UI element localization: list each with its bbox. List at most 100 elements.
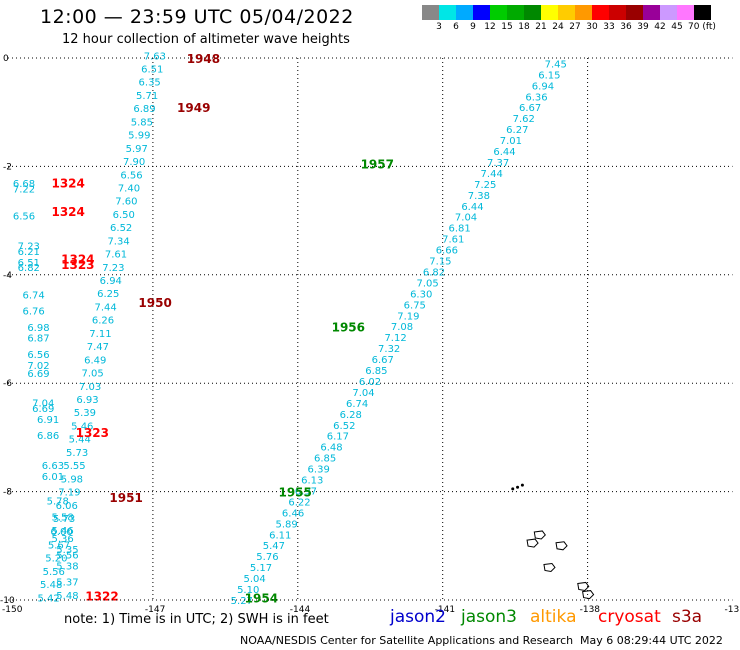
wave-height-value: 7.23	[18, 242, 40, 253]
island-outline	[526, 538, 539, 548]
wave-height-value: 6.11	[269, 530, 291, 541]
pass-number-label: 1324	[61, 253, 94, 267]
wave-height-value: 6.39	[308, 465, 330, 476]
satellite-legend-altika: altika	[530, 607, 577, 627]
wave-height-value: 6.93	[76, 395, 98, 406]
wave-height-value: 6.69	[32, 404, 54, 415]
wave-height-value: 6.15	[538, 70, 560, 81]
color-scale-label: 33	[603, 22, 615, 32]
wave-height-value: 7.12	[384, 333, 406, 344]
wave-height-value: 6.25	[97, 289, 119, 300]
wave-height-value: 7.63	[144, 51, 166, 62]
wave-height-value: 6.67	[372, 355, 394, 366]
wave-height-value: 6.68	[13, 179, 35, 190]
wave-height-value: 7.05	[82, 369, 104, 380]
wave-height-value: 6.50	[113, 210, 135, 221]
pass-number-label: 1948	[187, 52, 220, 66]
wave-height-value: 7.60	[115, 197, 137, 208]
pass-number-label: 1324	[51, 205, 84, 219]
wave-height-value: 5.85	[131, 117, 153, 128]
credit-line: NOAA/NESDIS Center for Satellite Applica…	[240, 634, 574, 647]
island-outline	[533, 530, 546, 540]
wave-height-value: 6.26	[92, 316, 114, 327]
wave-height-value: 6.87	[27, 334, 49, 345]
wave-height-value: 6.01	[42, 472, 64, 483]
pass-number-label: 1954	[245, 591, 278, 605]
wave-height-value: 5.99	[128, 131, 150, 142]
wave-height-value: 5.71	[136, 91, 158, 102]
pass-number-label: 1322	[85, 590, 118, 604]
wave-height-value: 6.81	[449, 224, 471, 235]
wave-height-value: 5.73	[66, 448, 88, 459]
color-scale-label: 45	[671, 22, 683, 32]
island-dot	[511, 487, 515, 491]
wave-height-value: 5.48	[40, 580, 62, 591]
wave-height-value: 6.76	[22, 307, 44, 318]
longitude-tick-label: -150	[2, 605, 23, 615]
color-swatch	[592, 5, 609, 20]
wave-height-value: 6.91	[37, 415, 59, 426]
wave-height-value: 6.66	[436, 246, 458, 257]
wave-height-value: 6.30	[410, 289, 432, 300]
pass-number-label: 1956	[332, 320, 365, 334]
color-scale-legend	[422, 5, 711, 21]
wave-height-value: 5.42	[37, 593, 59, 604]
wave-height-value: 5.58	[51, 513, 73, 524]
wave-height-value: 6.89	[133, 104, 155, 115]
wave-height-value: 6.97	[295, 486, 317, 497]
longitude-tick-label: -141	[435, 605, 455, 615]
wave-height-value: 7.44	[94, 302, 116, 313]
wave-height-value: 6.98	[27, 323, 49, 334]
color-scale-label: 27	[569, 22, 581, 32]
wave-height-value: 7.34	[107, 236, 129, 247]
wave-height-value: 7.32	[378, 344, 400, 355]
wave-height-value: 7.11	[89, 329, 111, 340]
wave-height-value: 6.06	[56, 501, 78, 512]
color-scale-label: 39	[637, 22, 649, 32]
pass-number-label: 1950	[138, 296, 171, 310]
wave-height-value: 7.25	[474, 180, 496, 191]
wave-height-value: 5.46	[71, 421, 93, 432]
wave-height-value: 5.48	[56, 591, 78, 602]
wave-height-value: 6.46	[282, 508, 304, 519]
wave-height-value: 5.39	[74, 408, 96, 419]
satellite-legend-jason3: jason3	[461, 607, 517, 627]
pass-number-label: 1951	[109, 491, 142, 505]
wave-height-value: 5.73	[53, 514, 75, 525]
wave-height-value: 6.74	[22, 290, 44, 301]
wave-height-value: 5.89	[276, 519, 298, 530]
wave-height-value: 5.47	[263, 541, 285, 552]
wave-height-value: 7.03	[79, 382, 101, 393]
color-swatch	[609, 5, 626, 20]
longitude-tick-label: -144	[290, 605, 311, 615]
latitude-tick-label: 0	[3, 54, 9, 64]
island-dot	[520, 483, 524, 487]
color-scale-label: 36	[620, 22, 632, 32]
wave-height-value: 6.00	[50, 527, 72, 538]
wave-height-value: 6.35	[139, 78, 161, 89]
wave-height-value: 6.51	[141, 65, 163, 76]
island-outline	[555, 541, 568, 551]
color-swatch	[439, 5, 456, 20]
footnote: note: 1) Time is in UTC; 2) SWH is in fe…	[64, 612, 329, 627]
wave-height-value: 7.38	[468, 191, 490, 202]
pass-number-label: 1324	[51, 177, 84, 191]
wave-height-value: 7.08	[391, 322, 413, 333]
map-subtitle: 12 hour collection of altimeter wave hei…	[62, 32, 350, 47]
wave-height-value: 7.37	[487, 158, 509, 169]
pass-number-label: 1955	[278, 486, 311, 500]
wave-height-value: 5.35	[56, 545, 78, 556]
color-swatch	[558, 5, 575, 20]
wave-height-value: 7.04	[32, 399, 54, 410]
color-swatch	[541, 5, 558, 20]
wave-height-value: 6.44	[461, 202, 483, 213]
wave-height-value: 6.56	[13, 212, 35, 223]
color-scale-label: 70 (ft)	[688, 22, 716, 32]
wave-height-value: 7.61	[105, 250, 127, 261]
color-swatch	[694, 5, 711, 20]
color-scale-label: 12	[484, 22, 496, 32]
wave-height-value: 6.56	[27, 350, 49, 361]
wave-height-value: 5.98	[61, 474, 83, 485]
